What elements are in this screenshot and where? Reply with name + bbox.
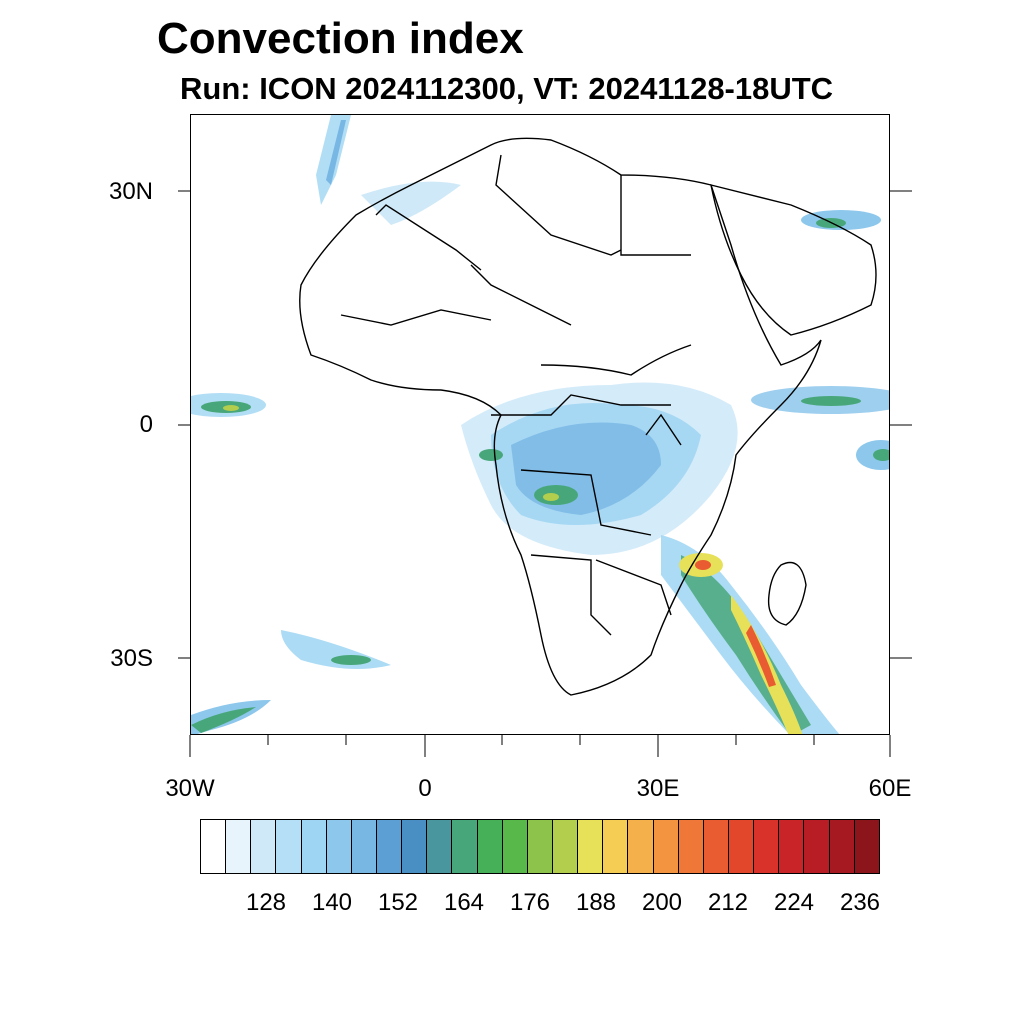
colorbar-label: 212 (707, 889, 749, 916)
lon-label-30w: 30W (165, 775, 215, 802)
map-svg (191, 115, 889, 734)
colorbar-swatch (728, 820, 755, 873)
colorbar-swatch (376, 820, 403, 873)
colorbar-label: 224 (773, 889, 815, 916)
lat-label-30s: 30S (110, 645, 153, 672)
colorbar-swatch (854, 820, 879, 873)
colorbar-swatch (477, 820, 503, 873)
colorbar-swatch (502, 820, 528, 873)
lon-label-60e: 60E (868, 775, 912, 802)
colorbar-label: 188 (575, 889, 617, 916)
colorbar-swatch (351, 820, 377, 873)
lat-label-0: 0 (139, 411, 153, 438)
colorbar-swatch (703, 820, 729, 873)
colorbar-label: 140 (311, 889, 353, 916)
colorbar-swatch (452, 820, 478, 873)
colorbar-swatch (653, 820, 679, 873)
colorbar-label: 176 (509, 889, 551, 916)
colorbar-swatch (552, 820, 579, 873)
colorbar-swatch (201, 820, 227, 873)
chart-title: Convection index (157, 14, 524, 63)
colorbar-swatch (754, 820, 780, 873)
colorbar-label: 128 (245, 889, 287, 916)
colorbar-swatch (678, 820, 704, 873)
colorbar-swatch (603, 820, 629, 873)
colorbar-swatch (251, 820, 277, 873)
lon-label-0: 0 (418, 775, 432, 802)
colorbar-swatch (276, 820, 302, 873)
colorbar-swatch (779, 820, 805, 873)
colorbar-swatch (804, 820, 830, 873)
colorbar-swatch (628, 820, 654, 873)
map-panel (190, 114, 890, 735)
colorbar-swatch (578, 820, 604, 873)
colorbar (200, 819, 880, 874)
coastlines (299, 137, 877, 696)
colorbar-swatch (527, 820, 553, 873)
colorbar-swatch (829, 820, 855, 873)
colorbar-swatch (301, 820, 327, 873)
colorbar-swatch (326, 820, 352, 873)
colorbar-swatch (427, 820, 453, 873)
colorbar-label: 236 (839, 889, 881, 916)
chart-subtitle: Run: ICON 2024112300, VT: 20241128-18UTC (180, 71, 834, 106)
colorbar-label: 152 (377, 889, 419, 916)
colorbar-label: 200 (641, 889, 683, 916)
colorbar-swatch (402, 820, 428, 873)
colorbar-swatch (226, 820, 252, 873)
lon-label-30e: 30E (636, 775, 680, 802)
colorbar-label: 164 (443, 889, 485, 916)
lat-label-30n: 30N (108, 178, 153, 205)
